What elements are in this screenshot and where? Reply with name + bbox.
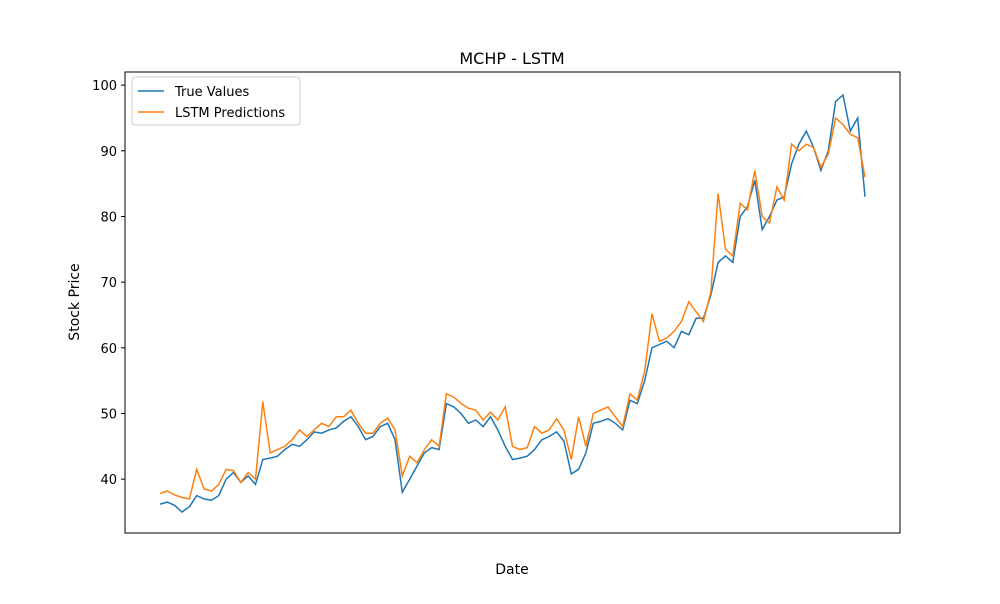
y-tick-label: 60 bbox=[100, 342, 117, 357]
plot-frame bbox=[124, 71, 901, 534]
legend-box bbox=[131, 76, 301, 126]
legend-label: LSTM Predictions bbox=[175, 106, 285, 121]
y-tick-label: 90 bbox=[100, 145, 117, 160]
y-tick-label: 100 bbox=[92, 79, 117, 94]
y-tick-label: 50 bbox=[100, 407, 117, 422]
y-tick-label: 70 bbox=[100, 276, 117, 291]
x-axis-label: Date bbox=[495, 562, 528, 578]
y-tick-label: 40 bbox=[100, 473, 117, 488]
data-line bbox=[159, 116, 866, 500]
y-axis-label: Stock Price bbox=[67, 263, 83, 340]
legend-label: True Values bbox=[174, 85, 249, 100]
y-tick-label: 80 bbox=[100, 210, 117, 225]
chart-title: MCHP - LSTM bbox=[459, 49, 564, 68]
